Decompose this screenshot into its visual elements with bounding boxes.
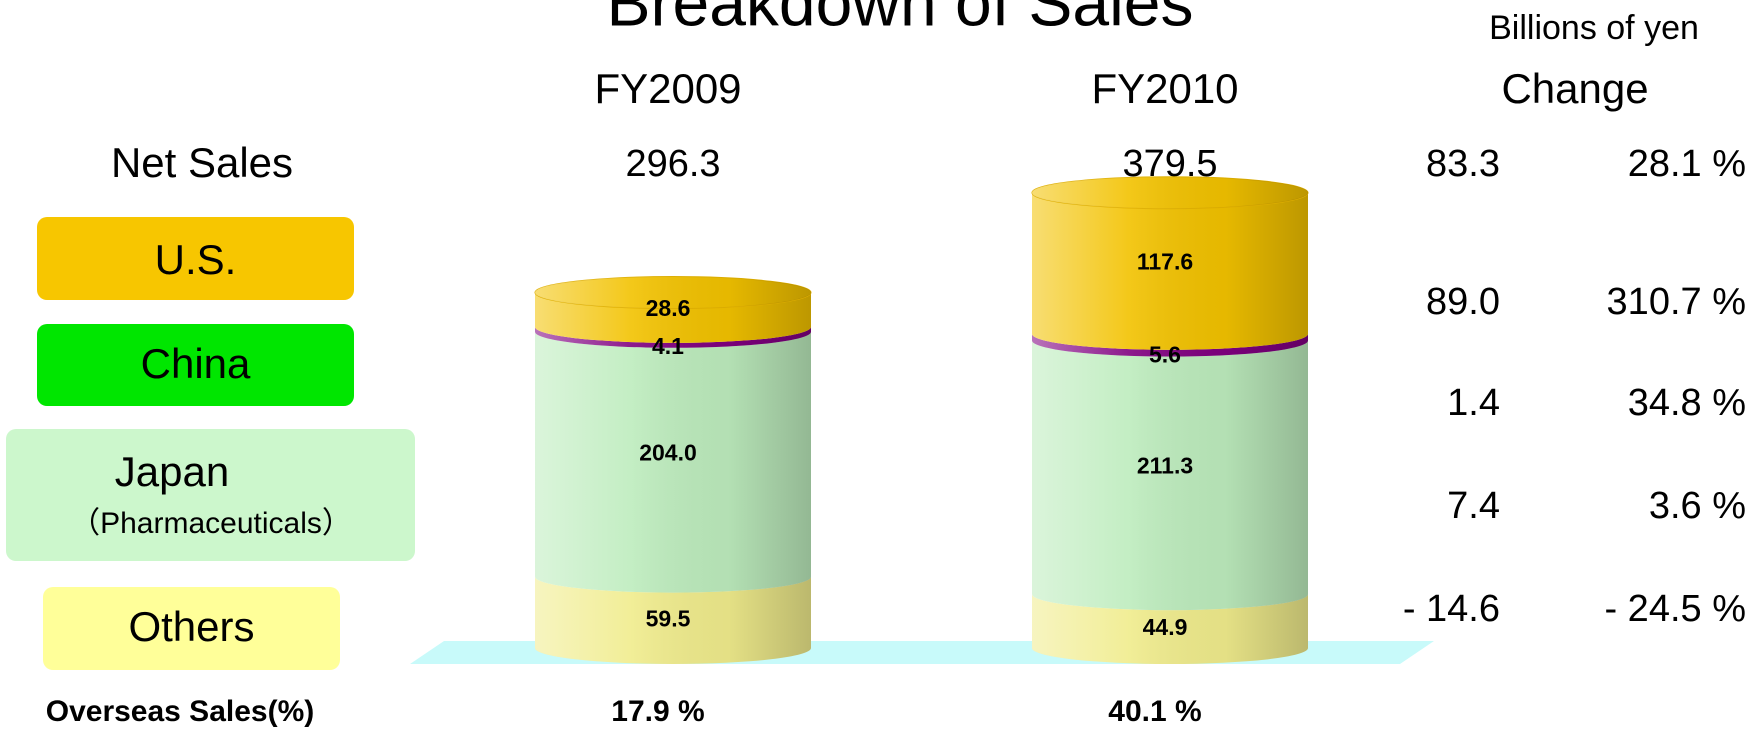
- overseas-value: 40.1 %: [1108, 695, 1201, 728]
- change-percent: 34.8 %: [1628, 382, 1746, 424]
- category-label: FY2010: [1091, 65, 1238, 112]
- data-label: 5.6: [1149, 342, 1181, 368]
- legend-detail: （Pharmaceuticals）: [70, 507, 352, 540]
- change-amount: 7.4: [1447, 485, 1500, 527]
- data-label: 59.5: [646, 605, 691, 631]
- legend-label: Others: [128, 603, 254, 650]
- data-label: 211.3: [1137, 452, 1193, 478]
- data-label: 204.0: [639, 439, 697, 465]
- change-percent: 310.7 %: [1607, 281, 1746, 323]
- data-label: 117.6: [1137, 248, 1193, 274]
- legend-box: [37, 217, 354, 300]
- legend-box: [6, 429, 415, 561]
- overseas-value: 17.9 %: [611, 695, 704, 728]
- change-amount: - 14.6: [1403, 588, 1500, 630]
- legend-box: [43, 587, 340, 670]
- change-percent: - 24.5 %: [1604, 588, 1746, 630]
- legend-label: China: [141, 340, 251, 387]
- data-label: 44.9: [1143, 614, 1188, 640]
- unit-label: Billions of yen: [1489, 9, 1699, 47]
- legend-box: [37, 324, 354, 406]
- data-label: 28.6: [646, 295, 691, 321]
- net-sales-value: 296.3: [625, 143, 720, 185]
- change-amount: 89.0: [1426, 281, 1500, 323]
- data-label: 4.1: [652, 333, 684, 359]
- bar-top-shade: [535, 276, 811, 309]
- change-amount: 1.4: [1447, 382, 1500, 424]
- change-percent: 28.1 %: [1628, 143, 1746, 185]
- bar-shade: [1032, 192, 1308, 664]
- net-sales-label: Net Sales: [111, 139, 293, 186]
- change-header: Change: [1501, 65, 1648, 112]
- change-amount: 83.3: [1426, 143, 1500, 185]
- overseas-label: Overseas Sales(%): [46, 695, 315, 728]
- bar-shade: [535, 292, 811, 664]
- category-label: FY2009: [594, 65, 741, 112]
- legend-label: U.S.: [155, 236, 237, 283]
- chart-title: Breakdown of Sales: [606, 0, 1193, 39]
- change-percent: 3.6 %: [1649, 485, 1746, 527]
- legend-label: Japan: [115, 448, 229, 495]
- bar-top-shade: [1032, 176, 1308, 209]
